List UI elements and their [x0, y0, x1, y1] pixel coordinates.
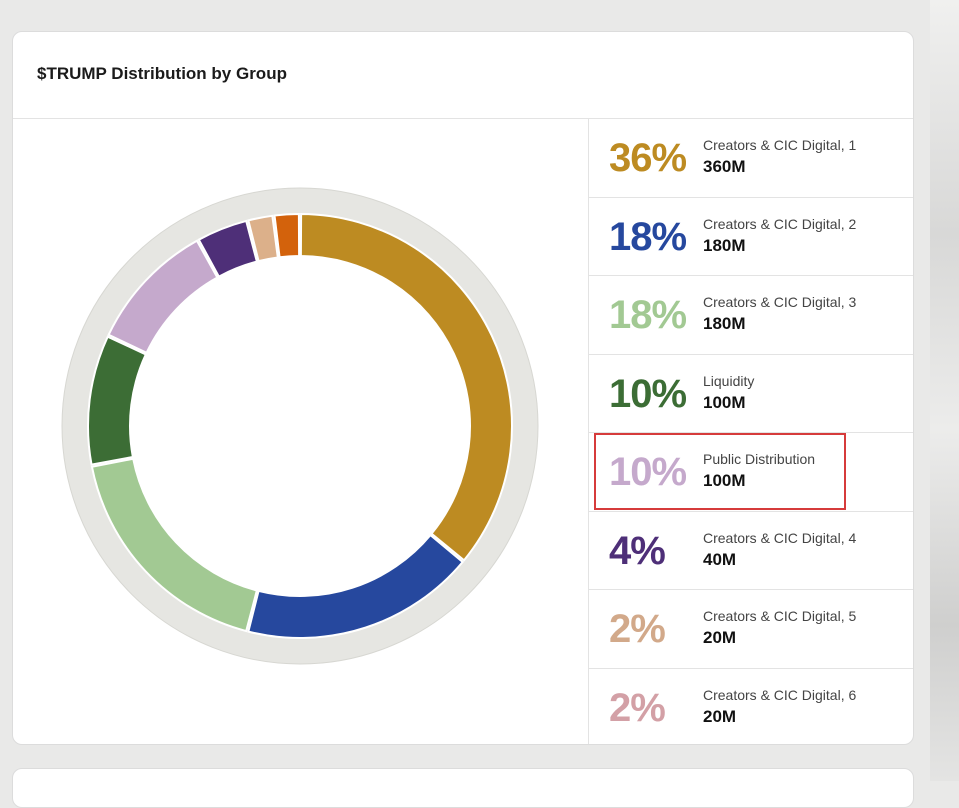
legend-percent: 2%	[609, 685, 666, 730]
legend-label: Creators & CIC Digital, 6	[703, 686, 857, 703]
legend-amount: 180M	[703, 314, 746, 333]
donut-track	[61, 187, 539, 665]
legend-label: Creators & CIC Digital, 1	[703, 137, 857, 153]
legend-row: 18% Creators & CIC Digital, 2 180M	[589, 198, 913, 276]
legend-amount: 180M	[703, 235, 746, 255]
legend-label: Creators & CIC Digital, 5	[703, 608, 857, 624]
next-card	[12, 768, 914, 808]
legend-row: 4% Creators & CIC Digital, 4 40M	[589, 512, 913, 590]
donut-slice[interactable]	[90, 457, 259, 633]
legend-label: Public Distribution	[703, 451, 816, 467]
legend-percent: 18%	[609, 214, 687, 259]
legend-amount: 100M	[703, 471, 746, 490]
donut-slice[interactable]	[247, 533, 465, 639]
chart-area	[13, 119, 588, 744]
legend: 36% Creators & CIC Digital, 1 360M 18% Creat…	[588, 119, 913, 745]
legend-row: 36% Creators & CIC Digital, 1 360M	[589, 119, 913, 198]
legend-row: 10% Liquidity 100M	[589, 355, 913, 433]
legend-amount: 360M	[703, 157, 746, 176]
legend-amount: 100M	[703, 392, 746, 412]
legend-row: 2% Creators & CIC Digital, 6 20M	[589, 669, 913, 745]
legend-percent: 4%	[609, 528, 666, 573]
legend-label: Creators & CIC Digital, 2	[703, 215, 857, 232]
donut-slice[interactable]	[273, 212, 301, 259]
legend-amount: 20M	[703, 706, 737, 726]
legend-label: Creators & CIC Digital, 3	[703, 294, 857, 310]
donut-slice[interactable]	[247, 214, 279, 263]
donut-slice[interactable]	[197, 219, 259, 278]
donut-slice[interactable]	[87, 335, 148, 466]
legend-row: 18% Creators & CIC Digital, 3 180M	[589, 276, 913, 355]
legend-percent: 2%	[609, 607, 666, 651]
donut-slice[interactable]	[107, 239, 219, 355]
legend-amount: 20M	[703, 628, 737, 647]
legend-percent: 18%	[609, 293, 687, 337]
legend-percent: 36%	[609, 136, 687, 180]
card-title: $TRUMP Distribution by Group	[37, 64, 287, 83]
legend-percent: 10%	[609, 371, 687, 416]
legend-percent: 10%	[609, 450, 687, 494]
legend-row: 10% Public Distribution 100M	[589, 433, 913, 512]
distribution-card: $TRUMP Distribution by Group 36% Creators…	[12, 31, 914, 745]
legend-row: 2% Creators & CIC Digital, 5 20M	[589, 590, 913, 669]
legend-label: Creators & CIC Digital, 4	[703, 529, 857, 546]
background-texture	[930, 0, 959, 781]
donut-chart	[61, 187, 539, 665]
legend-amount: 40M	[703, 549, 737, 569]
card-header: $TRUMP Distribution by Group	[13, 32, 913, 119]
legend-label: Liquidity	[703, 372, 755, 389]
donut-slice[interactable]	[299, 212, 513, 562]
